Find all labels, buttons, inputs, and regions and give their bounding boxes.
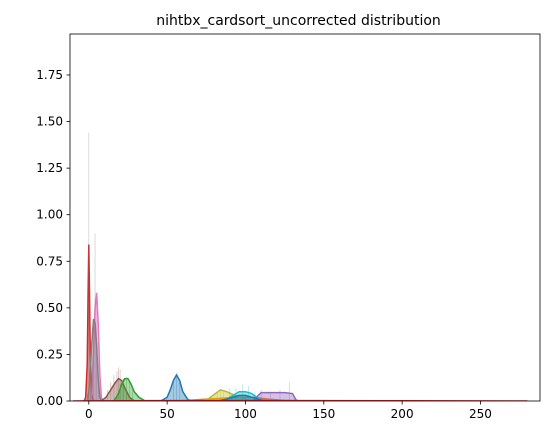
series-group — [73, 132, 528, 401]
hist-bar-3-7 — [126, 389, 127, 401]
y-tick-label: 0.25 — [36, 347, 63, 361]
series-4 — [113, 376, 146, 401]
x-tick-label: 0 — [85, 407, 93, 421]
hist-bar-8-1 — [235, 387, 237, 401]
kde-area-5 — [160, 374, 193, 401]
kde-line-0 — [83, 244, 95, 401]
hist-bar-2-4 — [94, 233, 96, 401]
y-tick-label: 0.50 — [36, 301, 63, 315]
hist-bar-2-2 — [91, 335, 93, 401]
kde-line-4 — [113, 377, 146, 401]
hist-bar-9-0 — [260, 389, 262, 401]
kde-line-5 — [160, 373, 193, 401]
hist-bar-4-3 — [129, 382, 130, 401]
hist-bar-9-1 — [270, 391, 271, 401]
hist-bar-3-5 — [119, 369, 121, 401]
hist-bar-8-3 — [248, 386, 250, 401]
hist-bar-3-6 — [122, 378, 124, 401]
series-5 — [160, 373, 193, 401]
hist-bar-2-6 — [97, 382, 99, 401]
y-tick-label: 1.00 — [36, 208, 63, 222]
hist-bar-3-1 — [110, 382, 112, 401]
kde-area-8 — [220, 391, 265, 401]
y-tick-label: 1.75 — [36, 68, 63, 82]
hist-bar-4-1 — [122, 378, 124, 401]
chart-title: nihtbx_cardsort_uncorrected distribution — [156, 13, 441, 29]
series-2 — [86, 132, 103, 401]
hist-bar-8-0 — [229, 387, 231, 401]
kde-line-1 — [89, 292, 104, 401]
kde-area-9 — [253, 392, 298, 401]
hist-bar-9-3 — [288, 382, 290, 401]
hist-bar-3-3 — [116, 371, 118, 401]
x-tick-label: 150 — [312, 407, 335, 421]
hist-bar-4-4 — [132, 389, 134, 401]
hist-bar-3-4 — [118, 367, 119, 401]
x-tick-label: 50 — [159, 407, 174, 421]
kde-line-2 — [86, 318, 103, 401]
x-tick-label: 200 — [391, 407, 414, 421]
series-9 — [252, 382, 298, 401]
kde-line-3 — [100, 377, 135, 401]
hist-bar-7-0 — [216, 391, 218, 401]
kde-line-10 — [217, 394, 271, 401]
hist-bar-5-2 — [179, 382, 181, 401]
y-tick-label: 1.25 — [36, 161, 63, 175]
hist-bar-5-1 — [176, 374, 177, 401]
y-tick-label: 1.50 — [36, 115, 63, 129]
x-tick-label: 100 — [234, 407, 257, 421]
hist-bar-7-1 — [220, 389, 221, 401]
hist-bar-8-2 — [241, 384, 243, 401]
series-7 — [201, 388, 252, 401]
series-3 — [100, 367, 135, 401]
kde-area-3 — [101, 378, 135, 401]
hist-bar-4-0 — [119, 382, 121, 401]
axes-frame — [69, 33, 541, 402]
hist-bar-0-1 — [88, 244, 90, 401]
hist-bar-2-1 — [89, 363, 91, 401]
hist-bar-3-2 — [113, 374, 115, 401]
series-10 — [217, 394, 271, 401]
x-tick-label: 250 — [469, 407, 492, 421]
hist-bar-2-3 — [93, 326, 94, 401]
kde-area-7 — [201, 389, 252, 401]
kde-line-9 — [252, 391, 298, 401]
y-tick-label: 0.75 — [36, 254, 63, 268]
hist-bar-4-2 — [126, 376, 127, 401]
hist-bar-2-0 — [88, 132, 90, 401]
hist-bar-1-0 — [93, 345, 94, 401]
hist-bar-7-2 — [223, 391, 224, 401]
y-tick-label: 0.00 — [36, 394, 63, 408]
plot-area — [73, 132, 528, 401]
hist-bar-2-5 — [96, 345, 98, 401]
hist-bar-1-1 — [94, 298, 96, 401]
axes: 0 50 100 150 200 250 0.00 0.25 0.50 0.75 1.00 1.25 1… — [36, 33, 541, 421]
hist-bar-9-2 — [279, 389, 281, 401]
hist-bar-5-0 — [173, 378, 174, 401]
kde-area-0 — [84, 244, 94, 401]
kde-line-7 — [201, 388, 252, 401]
